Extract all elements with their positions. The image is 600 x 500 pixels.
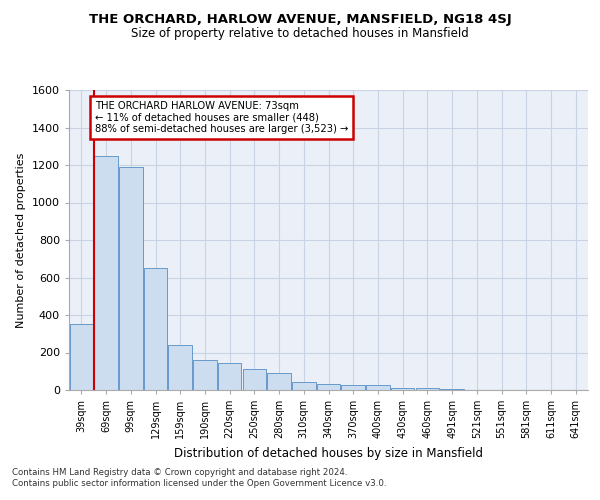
Bar — [242, 370, 266, 390]
Bar — [218, 363, 241, 390]
Y-axis label: Number of detached properties: Number of detached properties — [16, 152, 26, 328]
Bar — [94, 156, 118, 390]
Text: Size of property relative to detached houses in Mansfield: Size of property relative to detached ho… — [131, 28, 469, 40]
Bar — [70, 324, 93, 390]
Bar — [416, 388, 439, 390]
Bar — [119, 167, 143, 390]
Bar — [391, 388, 415, 390]
Text: THE ORCHARD, HARLOW AVENUE, MANSFIELD, NG18 4SJ: THE ORCHARD, HARLOW AVENUE, MANSFIELD, N… — [89, 12, 511, 26]
Bar — [193, 360, 217, 390]
Bar — [366, 386, 389, 390]
Bar — [144, 268, 167, 390]
Text: Contains HM Land Registry data © Crown copyright and database right 2024.
Contai: Contains HM Land Registry data © Crown c… — [12, 468, 386, 487]
Bar — [317, 384, 340, 390]
Bar — [440, 388, 464, 390]
Bar — [341, 386, 365, 390]
Text: THE ORCHARD HARLOW AVENUE: 73sqm
← 11% of detached houses are smaller (448)
88% : THE ORCHARD HARLOW AVENUE: 73sqm ← 11% o… — [95, 101, 349, 134]
Bar — [169, 345, 192, 390]
Bar — [292, 382, 316, 390]
X-axis label: Distribution of detached houses by size in Mansfield: Distribution of detached houses by size … — [174, 446, 483, 460]
Bar — [268, 373, 291, 390]
